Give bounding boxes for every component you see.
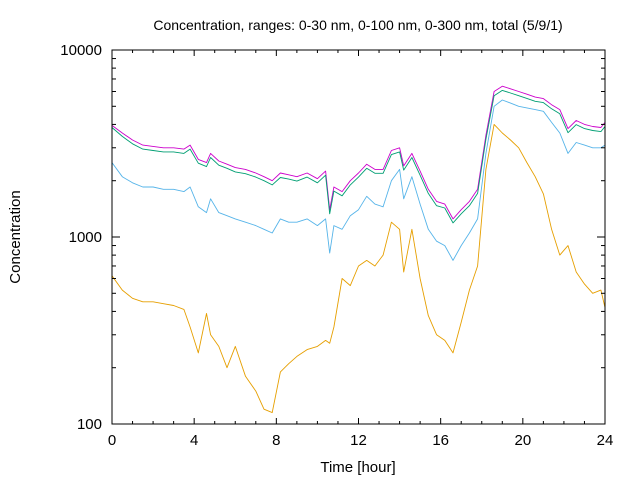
x-tick-label: 4 [190,432,198,449]
y-tick-label: 10000 [60,42,102,59]
x-tick-label: 16 [432,432,449,449]
x-tick-label: 24 [597,432,614,449]
y-tick-label: 100 [77,416,102,433]
x-tick-label: 12 [350,432,367,449]
tick-layer: 0 4 8 12 16 20 24 100 1000 10000 [60,42,613,449]
y-axis-label: Concentration [7,190,24,283]
x-tick-label: 20 [514,432,531,449]
x-axis-label: Time [hour] [320,459,395,476]
chart-title: Concentration, ranges: 0-30 nm, 0-100 nm… [153,17,562,33]
x-tick-label: 0 [108,432,116,449]
series-layer [111,85,606,414]
series-line-1 [111,85,606,220]
series-line-4 [111,123,606,414]
y-tick-label: 1000 [69,229,102,246]
series-line-3 [111,99,606,261]
series-line-2 [111,89,606,224]
x-tick-label: 8 [272,432,280,449]
